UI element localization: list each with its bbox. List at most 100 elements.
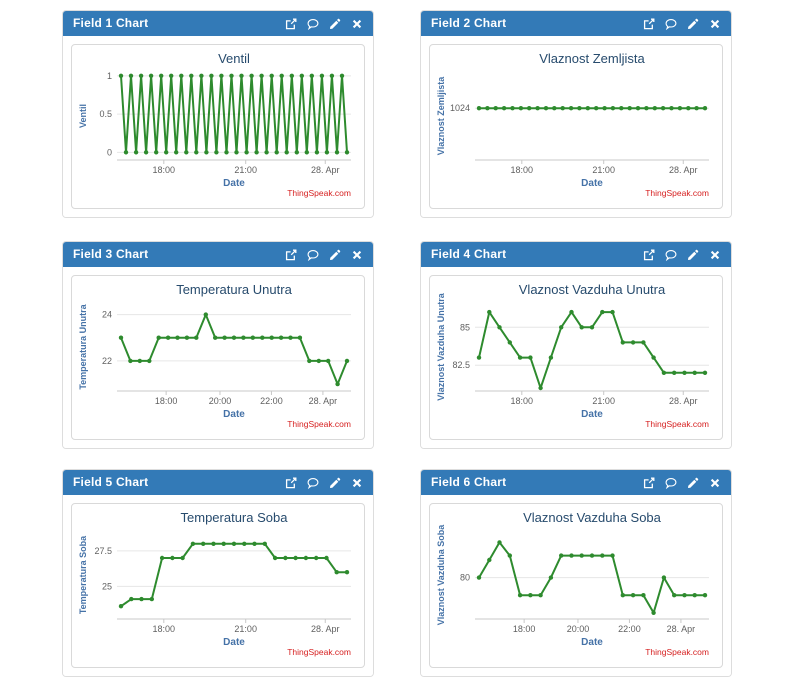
panel-header-icons [643,249,721,261]
edit-icon[interactable] [687,18,699,30]
comment-icon[interactable] [665,249,677,261]
svg-text:Date: Date [581,637,603,648]
external-link-icon[interactable] [643,18,655,30]
panel-title: Field 6 Chart [431,475,507,489]
panel-header-icons [285,249,363,261]
panel-header-icons [643,477,721,489]
svg-text:22:00: 22:00 [260,396,283,406]
panel-header: Field 6 Chart [421,470,731,495]
svg-text:28. Apr: 28. Apr [309,396,338,406]
panel-title: Field 5 Chart [73,475,149,489]
panel-body: 22 24 18:00 20:00 22:00 28. Apr Temperatura Un… [63,267,373,448]
svg-text:Date: Date [223,637,245,648]
panel-header-icons [285,18,363,30]
svg-text:28. Apr: 28. Apr [311,624,340,634]
panel-field-4: Field 4 Chart 82.5 85 18:00 21:00 28. Apr Vla… [420,241,732,449]
panel-body: 25 27.5 18:00 21:00 28. Apr Temperatura Soba T… [63,495,373,676]
chart-vlaznost-vazduha-soba: 80 18:00 20:00 22:00 28. Apr Vlaznost Vazduha… [429,503,723,668]
edit-icon[interactable] [329,477,341,489]
svg-text:24: 24 [102,310,112,320]
comment-icon[interactable] [665,18,677,30]
svg-text:27.5: 27.5 [94,546,112,556]
panel-body: 82.5 85 18:00 21:00 28. Apr Vlaznost Vazduha … [421,267,731,448]
comment-icon[interactable] [307,18,319,30]
close-icon[interactable] [351,249,363,261]
svg-text:18:00: 18:00 [513,624,536,634]
svg-text:80: 80 [460,573,470,583]
panel-title: Field 4 Chart [431,247,507,261]
external-link-icon[interactable] [285,477,297,489]
edit-icon[interactable] [329,249,341,261]
svg-text:Vlaznost Zemljista: Vlaznost Zemljista [539,51,645,66]
svg-text:25: 25 [102,581,112,591]
svg-text:20:00: 20:00 [567,624,590,634]
svg-text:20:00: 20:00 [209,396,232,406]
external-link-icon[interactable] [643,477,655,489]
svg-text:ThingSpeak.com: ThingSpeak.com [645,647,709,657]
svg-text:28. Apr: 28. Apr [667,624,696,634]
svg-text:ThingSpeak.com: ThingSpeak.com [645,188,709,198]
svg-text:21:00: 21:00 [234,165,257,175]
svg-text:Ventil: Ventil [78,104,88,128]
panel-field-5: Field 5 Chart 25 27.5 18:00 21:00 28. Apr Tem… [62,469,374,677]
close-icon[interactable] [351,477,363,489]
panel-header: Field 4 Chart [421,242,731,267]
svg-text:28. Apr: 28. Apr [669,165,698,175]
svg-text:Temperatura Soba: Temperatura Soba [78,535,88,614]
svg-text:Ventil: Ventil [218,51,250,66]
comment-icon[interactable] [665,477,677,489]
comment-icon[interactable] [307,249,319,261]
edit-icon[interactable] [329,18,341,30]
svg-text:22: 22 [102,356,112,366]
svg-text:21:00: 21:00 [592,165,615,175]
panel-field-1: Field 1 Chart 0 0.5 1 18:00 21:00 28. Apr Vent… [62,10,374,218]
chart-ventil: 0 0.5 1 18:00 21:00 28. Apr Ventil Ventil Date Th… [71,44,365,209]
svg-text:1: 1 [107,71,112,81]
svg-text:1024: 1024 [450,103,470,113]
panel-header: Field 3 Chart [63,242,373,267]
svg-text:Vlaznost Vazduha Soba: Vlaznost Vazduha Soba [523,510,662,525]
svg-text:Vlaznost Vazduha Unutra: Vlaznost Vazduha Unutra [519,282,666,297]
close-icon[interactable] [351,18,363,30]
panel-title: Field 2 Chart [431,16,507,30]
edit-icon[interactable] [687,249,699,261]
chart-temperatura-unutra: 22 24 18:00 20:00 22:00 28. Apr Temperatura Un… [71,275,365,440]
svg-text:18:00: 18:00 [511,165,534,175]
panel-header-icons [285,477,363,489]
svg-text:18:00: 18:00 [511,396,534,406]
svg-text:18:00: 18:00 [153,165,176,175]
svg-text:ThingSpeak.com: ThingSpeak.com [287,647,351,657]
svg-text:Date: Date [581,409,603,420]
svg-text:0.5: 0.5 [99,109,112,119]
svg-text:28. Apr: 28. Apr [311,165,340,175]
comment-icon[interactable] [307,477,319,489]
panel-header: Field 1 Chart [63,11,373,36]
chart-temperatura-soba: 25 27.5 18:00 21:00 28. Apr Temperatura Soba T… [71,503,365,668]
svg-text:Temperatura Unutra: Temperatura Unutra [78,303,88,389]
panel-body: 80 18:00 20:00 22:00 28. Apr Vlaznost Vazduha… [421,495,731,676]
svg-text:Date: Date [223,409,245,420]
edit-icon[interactable] [687,477,699,489]
svg-text:22:00: 22:00 [618,624,641,634]
panel-field-3: Field 3 Chart 22 24 18:00 20:00 22:00 28. Apr… [62,241,374,449]
svg-text:21:00: 21:00 [592,396,615,406]
close-icon[interactable] [709,477,721,489]
panel-body: 1024 18:00 21:00 28. Apr Vlaznost Zemljista V… [421,36,731,217]
close-icon[interactable] [709,18,721,30]
panel-title: Field 3 Chart [73,247,149,261]
external-link-icon[interactable] [285,18,297,30]
svg-text:Date: Date [581,178,603,189]
svg-text:0: 0 [107,147,112,157]
svg-text:18:00: 18:00 [155,396,178,406]
svg-text:ThingSpeak.com: ThingSpeak.com [287,419,351,429]
panel-field-6: Field 6 Chart 80 18:00 20:00 22:00 28. Apr Vl… [420,469,732,677]
panel-header: Field 2 Chart [421,11,731,36]
close-icon[interactable] [709,249,721,261]
external-link-icon[interactable] [643,249,655,261]
svg-text:Temperatura Unutra: Temperatura Unutra [176,282,292,297]
external-link-icon[interactable] [285,249,297,261]
svg-text:Vlaznost Vazduha Unutra: Vlaznost Vazduha Unutra [436,292,446,401]
svg-text:ThingSpeak.com: ThingSpeak.com [287,188,351,198]
panel-title: Field 1 Chart [73,16,149,30]
svg-text:ThingSpeak.com: ThingSpeak.com [645,419,709,429]
